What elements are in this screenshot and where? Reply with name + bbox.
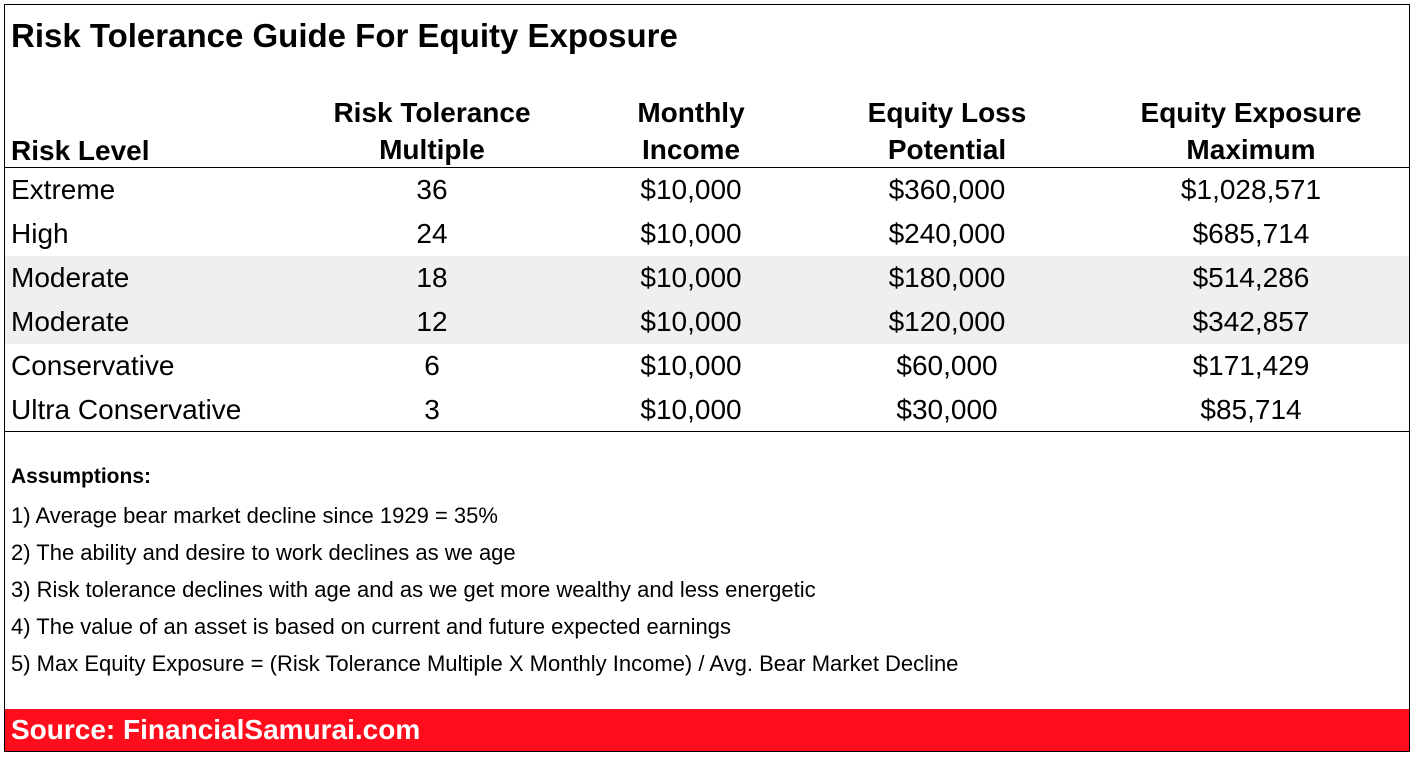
cell-equity-loss: $60,000 xyxy=(896,350,998,381)
header-risk-level: Risk Level xyxy=(11,135,150,166)
cell-risk-level: High xyxy=(11,218,69,249)
table-row: Moderate 18 $10,000 $180,000 $514,286 xyxy=(5,256,1409,300)
cell-risk-level: Moderate xyxy=(11,262,130,293)
page-title: Risk Tolerance Guide For Equity Exposure xyxy=(11,17,678,54)
risk-tolerance-sheet: Risk Tolerance Guide For Equity Exposure… xyxy=(4,4,1410,752)
assumptions-heading: Assumptions: xyxy=(11,465,152,488)
table-row: Moderate 12 $10,000 $120,000 $342,857 xyxy=(5,300,1409,344)
source-text: Source: FinancialSamurai.com xyxy=(11,714,421,745)
cell-risk-level: Ultra Conservative xyxy=(11,394,242,425)
table-row: High 24 $10,000 $240,000 $685,714 xyxy=(5,212,1409,256)
header-equity-loss-potential: Equity Loss Potential xyxy=(827,94,1067,168)
cell-multiple: 36 xyxy=(416,174,448,205)
table-row: Ultra Conservative 3 $10,000 $30,000 $85… xyxy=(5,388,1409,432)
cell-risk-level: Conservative xyxy=(11,350,175,381)
cell-monthly-income: $10,000 xyxy=(640,262,742,293)
header-multiple-line1: Risk Tolerance xyxy=(333,97,531,128)
cell-monthly-income: $10,000 xyxy=(640,350,742,381)
table-row: Extreme 36 $10,000 $360,000 $1,028,571 xyxy=(5,168,1409,212)
assumption-item: 3) Risk tolerance declines with age and … xyxy=(11,577,816,602)
header-divider xyxy=(5,167,1409,168)
cell-equity-loss: $180,000 xyxy=(888,262,1006,293)
header-monthly-income: Monthly Income xyxy=(605,94,777,168)
cell-multiple: 18 xyxy=(416,262,448,293)
source-bar: Source: FinancialSamurai.com xyxy=(5,709,1409,751)
assumption-item: 1) Average bear market decline since 192… xyxy=(11,503,498,528)
cell-equity-exposure: $685,714 xyxy=(1192,218,1310,249)
cell-equity-loss: $120,000 xyxy=(888,306,1006,337)
cell-monthly-income: $10,000 xyxy=(640,218,742,249)
header-income-line2: Income xyxy=(641,134,741,165)
cell-multiple: 12 xyxy=(416,306,448,337)
assumption-item: 4) The value of an asset is based on cur… xyxy=(11,614,731,639)
cell-multiple: 3 xyxy=(424,394,440,425)
header-risk-tolerance-multiple: Risk Tolerance Multiple xyxy=(303,94,561,168)
cell-equity-loss: $240,000 xyxy=(888,218,1006,249)
header-income-line1: Monthly xyxy=(637,97,745,128)
cell-monthly-income: $10,000 xyxy=(640,306,742,337)
header-exposure-line2: Maximum xyxy=(1186,134,1316,165)
cell-monthly-income: $10,000 xyxy=(640,174,742,205)
cell-equity-exposure: $514,286 xyxy=(1192,262,1310,293)
cell-multiple: 24 xyxy=(416,218,448,249)
table-row: Conservative 6 $10,000 $60,000 $171,429 xyxy=(5,344,1409,388)
cell-risk-level: Moderate xyxy=(11,306,130,337)
cell-equity-exposure: $342,857 xyxy=(1192,306,1310,337)
header-exposure-line1: Equity Exposure xyxy=(1140,97,1362,128)
header-equity-exposure-maximum: Equity Exposure Maximum xyxy=(1111,94,1391,168)
cell-equity-exposure: $85,714 xyxy=(1200,394,1302,425)
assumption-item: 5) Max Equity Exposure = (Risk Tolerance… xyxy=(11,651,959,676)
header-loss-line2: Potential xyxy=(887,134,1007,165)
cell-risk-level: Extreme xyxy=(11,174,116,205)
table-bottom-divider xyxy=(5,431,1409,432)
cell-equity-exposure: $1,028,571 xyxy=(1180,174,1322,205)
assumption-item: 2) The ability and desire to work declin… xyxy=(11,540,516,565)
cell-equity-exposure: $171,429 xyxy=(1192,350,1310,381)
cell-equity-loss: $360,000 xyxy=(888,174,1006,205)
header-loss-line1: Equity Loss xyxy=(867,97,1027,128)
cell-multiple: 6 xyxy=(424,350,440,381)
cell-equity-loss: $30,000 xyxy=(896,394,998,425)
cell-monthly-income: $10,000 xyxy=(640,394,742,425)
header-multiple-line2: Multiple xyxy=(379,134,485,165)
